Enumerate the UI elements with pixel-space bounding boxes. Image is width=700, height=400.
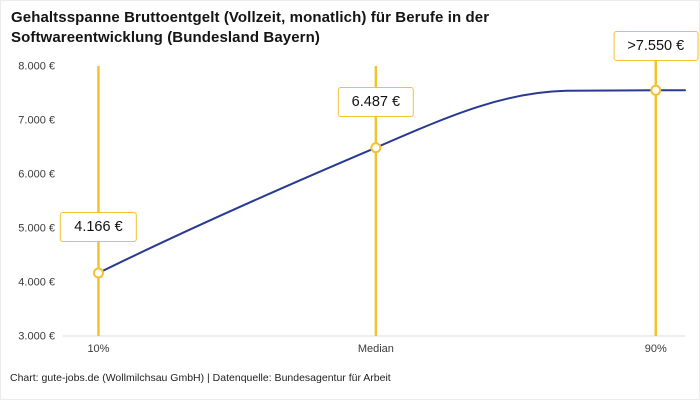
data-point-marker	[370, 142, 382, 154]
y-tick-label: 6.000 €	[18, 169, 55, 181]
data-point-marker	[650, 84, 662, 96]
y-tick-label: 8.000 €	[18, 61, 55, 73]
chart-title: Gehaltsspanne Bruttoentgelt (Vollzeit, m…	[11, 9, 490, 47]
y-tick-label: 4.000 €	[18, 277, 55, 289]
value-label-median: 6.487 €	[337, 87, 415, 117]
value-label-10pct: 4.166 €	[60, 212, 137, 242]
y-tick-label: 5.000 €	[18, 223, 55, 235]
x-axis-label: 90%	[645, 343, 667, 355]
y-tick-label: 7.000 €	[18, 115, 55, 127]
y-tick-label: 3.000 €	[18, 331, 55, 343]
data-point-marker	[92, 267, 104, 279]
x-axis-label: 10%	[87, 343, 109, 355]
chart-credit: Chart: gute-jobs.de (Wollmilchsau GmbH) …	[10, 372, 391, 384]
salary-line	[97, 89, 686, 275]
value-label-90pct: >7.550 €	[613, 31, 699, 61]
x-axis-label: Median	[358, 343, 394, 355]
